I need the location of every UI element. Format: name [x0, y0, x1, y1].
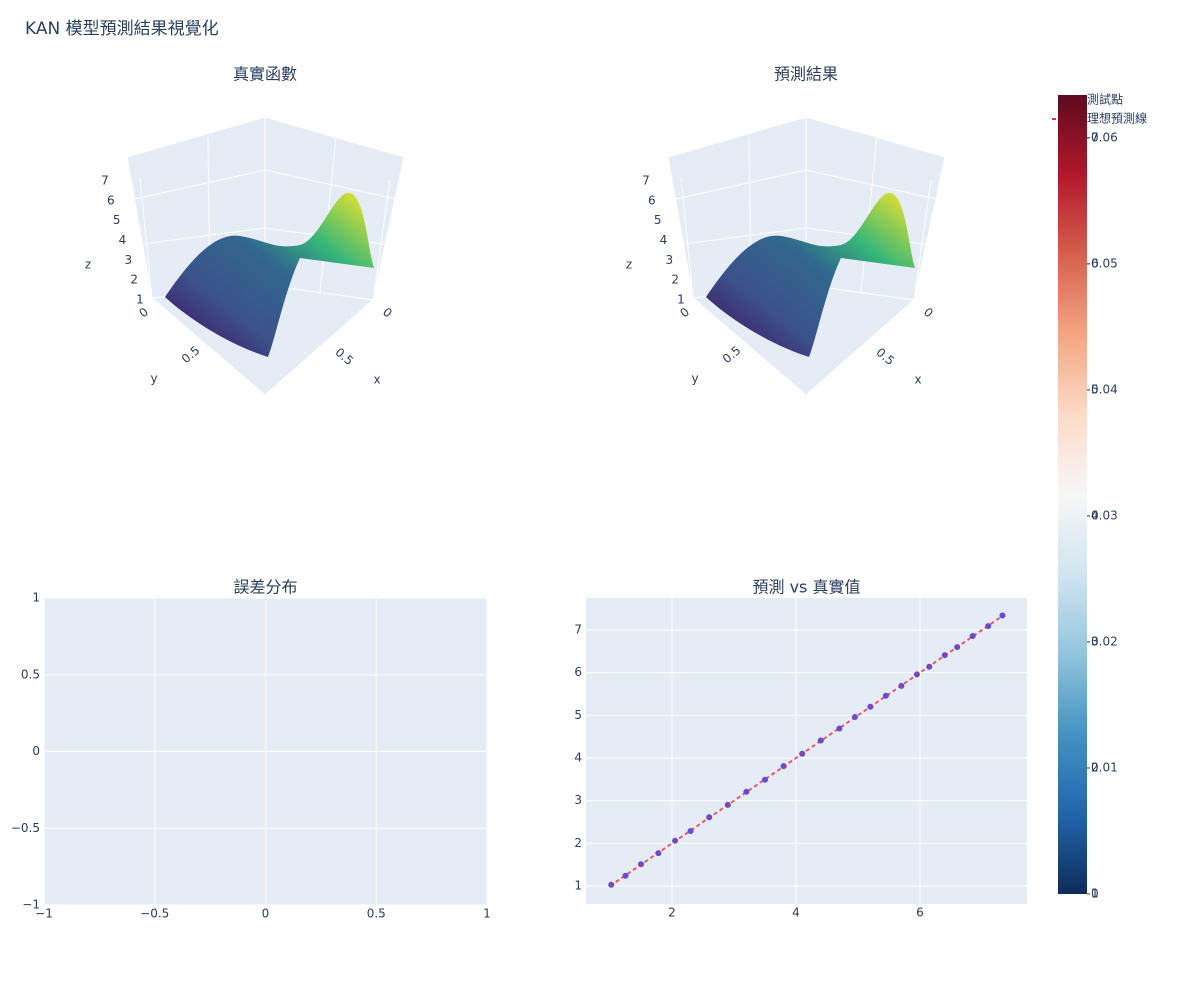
- y-tick-label: 0: [32, 744, 40, 758]
- z-tick-label: 6: [648, 193, 656, 207]
- z-tick-label: 5: [654, 213, 662, 227]
- wall-grid: [670, 169, 807, 201]
- x-tick-label: −1: [35, 907, 53, 921]
- x-tick-label: 1: [483, 907, 491, 921]
- subplot-title: 真實函數: [233, 65, 297, 84]
- z-axis-label: z: [626, 258, 632, 272]
- x-tick-label: 0.5: [874, 345, 898, 368]
- x-tick-label: 0: [380, 305, 395, 321]
- z-tick-label: 4: [660, 233, 668, 247]
- y-tick-label: 3: [574, 793, 582, 807]
- y-tick-label: −0.5: [11, 821, 40, 835]
- z-tick-label: 5: [113, 213, 121, 227]
- colorbar-tick-label: 5: [1091, 382, 1099, 396]
- wall-grid: [805, 169, 942, 201]
- y-tick-label: −1: [22, 898, 40, 912]
- y-tick-label: 0: [136, 305, 151, 321]
- y-tick-label: 5: [574, 708, 582, 722]
- z-axis-label: z: [85, 258, 91, 272]
- z-tick-label: 6: [107, 193, 115, 207]
- colorbar-tick-label: 7: [1091, 130, 1099, 144]
- colorbar-tick-label: 4: [1091, 508, 1099, 522]
- x-tick-label: 4: [792, 906, 800, 920]
- colorbar-tick-label: 2: [1091, 760, 1099, 774]
- wall-grid: [129, 169, 266, 201]
- subplot-title: 誤差分布: [233, 578, 297, 597]
- colorbar-tick-label: 0.05: [1091, 256, 1118, 270]
- subplot-title: 預測 vs 真實值: [753, 578, 861, 597]
- z-tick-label: 7: [642, 174, 650, 188]
- y-tick-label: 0.5: [179, 343, 203, 366]
- x-tick-label: −0.5: [140, 907, 169, 921]
- y-tick-label: 7: [574, 622, 582, 636]
- colorbar: [1058, 95, 1087, 894]
- colorbar-tick-label: 0.06: [1091, 130, 1118, 144]
- y-tick-label: 0.5: [21, 667, 40, 681]
- x-axis-label: x: [914, 373, 921, 387]
- colorbar-tick-label: 0.04: [1091, 382, 1118, 396]
- surface: [165, 192, 374, 357]
- x-tick-label: 2: [668, 906, 676, 920]
- wall-grid: [372, 179, 391, 301]
- z-tick-label: 4: [119, 233, 127, 247]
- y-tick-label: 6: [574, 665, 582, 679]
- x-tick-label: 0.5: [367, 907, 386, 921]
- y-tick-label: 4: [574, 750, 582, 764]
- y-tick-label: 1: [574, 878, 582, 892]
- colorbar-tick-label: 0.02: [1091, 634, 1118, 648]
- z-tick-label: 1: [136, 293, 144, 307]
- wall-grid: [913, 179, 932, 301]
- x-axis-label: x: [373, 373, 380, 387]
- x-tick-label: 0.5: [333, 345, 357, 368]
- colorbar-tick-label: 1: [1091, 887, 1099, 901]
- surface: [706, 192, 915, 357]
- z-tick-label: 2: [130, 273, 138, 287]
- colorbar-tick-label: 6: [1091, 256, 1099, 270]
- colorbar-tick-label: 0.01: [1091, 760, 1118, 774]
- z-tick-label: 3: [125, 253, 133, 267]
- y-tick-label: 0: [677, 305, 692, 321]
- z-tick-label: 1: [677, 293, 685, 307]
- colorbar-tick-label: 0: [1091, 887, 1099, 901]
- x-tick-label: 0: [262, 907, 270, 921]
- y-axis-label: y: [691, 372, 698, 386]
- colorbar-tick-label: 0.03: [1091, 508, 1118, 522]
- y-axis-label: y: [150, 372, 157, 386]
- x-tick-label: 0: [921, 305, 936, 321]
- subplot-title: 預測結果: [774, 65, 838, 84]
- legend-label: 理想預測線: [1087, 111, 1147, 126]
- wall-grid: [134, 227, 266, 246]
- wall-grid: [264, 169, 401, 201]
- colorbar-tick-label: 3: [1091, 634, 1099, 648]
- y-tick-label: 1: [32, 591, 40, 605]
- wall-grid: [675, 227, 807, 246]
- figure-title: KAN 模型預測結果視覺化: [25, 19, 219, 39]
- z-tick-label: 3: [666, 253, 674, 267]
- x-tick-label: 6: [916, 906, 924, 920]
- ideal-line: [609, 614, 1005, 887]
- z-tick-label: 2: [671, 273, 679, 287]
- y-tick-label: 2: [574, 836, 582, 850]
- y-tick-label: 0.5: [720, 343, 744, 366]
- z-tick-label: 7: [101, 174, 109, 188]
- legend-label: 測試點: [1087, 92, 1123, 107]
